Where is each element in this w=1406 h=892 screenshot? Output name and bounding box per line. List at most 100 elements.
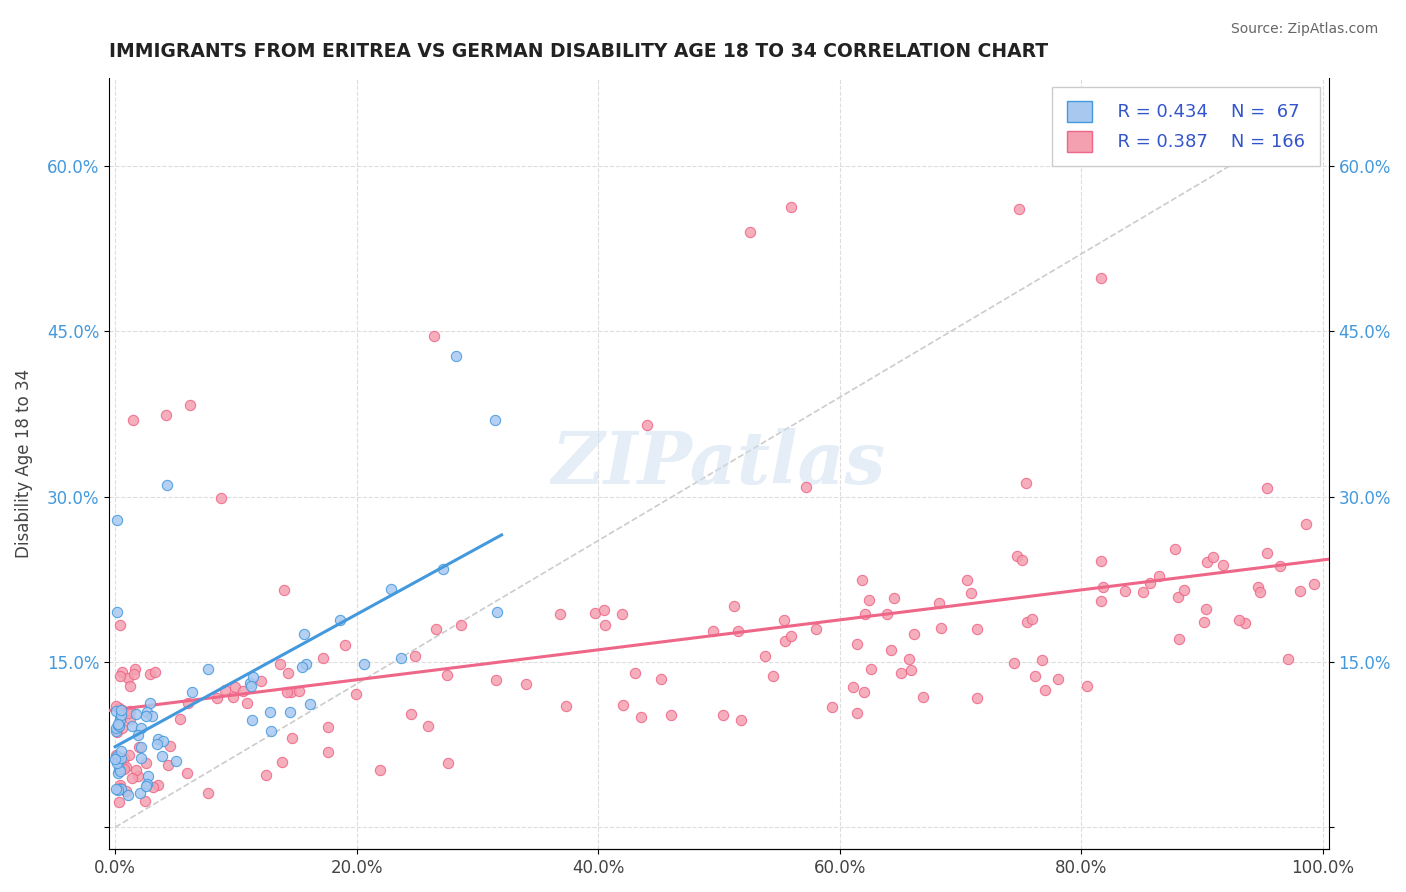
Point xyxy=(624,665,647,680)
Point xyxy=(118,679,141,693)
Point xyxy=(773,613,796,627)
Point xyxy=(108,618,131,632)
Point xyxy=(929,621,952,635)
Point xyxy=(240,713,263,727)
Point xyxy=(250,673,273,688)
Point xyxy=(117,788,139,802)
Point xyxy=(111,722,134,736)
Point xyxy=(775,634,797,648)
Point xyxy=(1195,555,1218,569)
Text: Source: ZipAtlas.com: Source: ZipAtlas.com xyxy=(1230,22,1378,37)
Point xyxy=(344,687,367,701)
Point xyxy=(391,650,413,665)
Point xyxy=(138,696,160,710)
Point xyxy=(117,706,139,720)
Point xyxy=(179,399,201,413)
Point xyxy=(107,718,129,732)
Point xyxy=(110,744,132,758)
Point xyxy=(291,660,314,674)
Point xyxy=(1024,669,1046,683)
Point xyxy=(107,766,129,780)
Point xyxy=(630,710,652,724)
Point xyxy=(205,691,228,706)
Point xyxy=(1031,652,1053,666)
Point xyxy=(903,627,925,641)
Point xyxy=(108,796,131,810)
Point xyxy=(1247,580,1270,594)
Point xyxy=(280,685,302,699)
Point xyxy=(107,751,129,765)
Point xyxy=(271,756,294,770)
Point xyxy=(292,627,315,641)
Point xyxy=(150,749,173,764)
Point xyxy=(129,786,152,800)
Point xyxy=(416,719,439,733)
Point xyxy=(107,719,129,733)
Point xyxy=(883,591,905,606)
Point xyxy=(316,745,339,759)
Point xyxy=(277,665,299,680)
Point xyxy=(287,684,309,698)
Point xyxy=(1167,632,1189,646)
Point xyxy=(312,651,335,665)
Point xyxy=(593,618,616,632)
Point xyxy=(176,766,198,780)
Point xyxy=(127,769,149,783)
Point xyxy=(897,652,920,666)
Point xyxy=(239,679,262,693)
Point xyxy=(118,747,141,762)
Point xyxy=(135,708,157,723)
Point xyxy=(110,702,132,716)
Point xyxy=(269,657,291,671)
Point xyxy=(1256,481,1278,495)
Point xyxy=(1015,476,1038,491)
Point xyxy=(104,704,127,718)
Point xyxy=(105,747,128,762)
Point xyxy=(1147,568,1170,582)
Point xyxy=(858,592,880,607)
Point xyxy=(335,638,357,652)
Point xyxy=(612,607,634,621)
Point xyxy=(659,707,682,722)
Point xyxy=(846,637,869,651)
Point xyxy=(1249,584,1271,599)
Point xyxy=(125,763,148,777)
Point xyxy=(484,412,506,426)
Point xyxy=(1192,615,1215,629)
Point xyxy=(450,617,472,632)
Point xyxy=(181,685,204,699)
Point xyxy=(890,666,912,681)
Point xyxy=(711,707,734,722)
Point xyxy=(273,583,295,598)
Point xyxy=(723,599,745,613)
Point xyxy=(1303,577,1326,591)
Point xyxy=(108,700,131,714)
Point xyxy=(956,573,979,587)
Point xyxy=(107,718,129,732)
Point xyxy=(727,624,749,639)
Point xyxy=(425,622,447,636)
Point xyxy=(1021,612,1043,626)
Point xyxy=(143,665,166,679)
Point xyxy=(1167,591,1189,605)
Point xyxy=(436,756,458,771)
Point xyxy=(762,669,785,683)
Point xyxy=(197,662,219,676)
Text: IMMIGRANTS FROM ERITREA VS GERMAN DISABILITY AGE 18 TO 34 CORRELATION CHART: IMMIGRANTS FROM ERITREA VS GERMAN DISABI… xyxy=(110,42,1049,61)
Point xyxy=(141,709,163,723)
Point xyxy=(1090,593,1112,607)
Point xyxy=(422,329,444,343)
Point xyxy=(111,665,134,679)
Point xyxy=(135,779,157,793)
Point xyxy=(432,562,454,576)
Point xyxy=(112,763,135,777)
Point xyxy=(1256,545,1278,559)
Point xyxy=(108,762,131,776)
Y-axis label: Disability Age 18 to 34: Disability Age 18 to 34 xyxy=(15,369,32,558)
Point xyxy=(593,603,616,617)
Point xyxy=(353,657,375,672)
Point xyxy=(1202,549,1225,564)
Point xyxy=(583,607,606,621)
Point xyxy=(485,673,508,688)
Point xyxy=(1212,558,1234,572)
